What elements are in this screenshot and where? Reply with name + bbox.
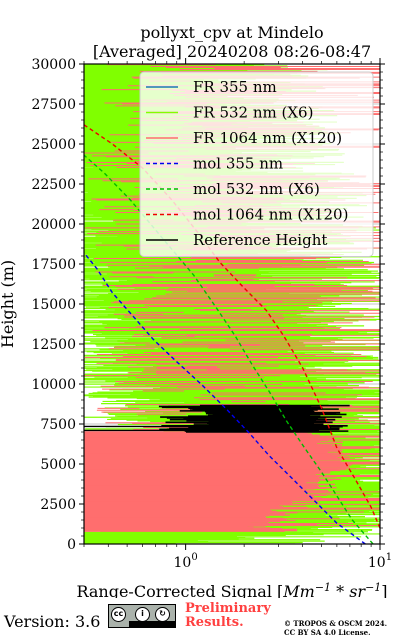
preliminary-text: Preliminary xyxy=(185,601,271,616)
y-axis-label: Height (m) xyxy=(0,260,17,348)
copyright: © TROPOS & OSCM 2024. CC BY SA 4.0 Licen… xyxy=(284,619,387,637)
y-tick-label: 2500 xyxy=(40,497,76,513)
legend-label: FR 1064 nm (X120) xyxy=(193,129,342,147)
y-tick-label: 20000 xyxy=(31,217,76,233)
cc-license-badge: cc i ↻ xyxy=(108,604,176,628)
y-tick-label: 10000 xyxy=(31,377,76,393)
legend-label: Reference Height xyxy=(193,231,327,249)
y-tick-label: 25000 xyxy=(31,137,76,153)
legend-label: FR 355 nm xyxy=(193,78,277,96)
results-text: Results. xyxy=(185,615,244,630)
x-tick-exponent: 0 xyxy=(191,552,197,563)
x-tick-exponent: 1 xyxy=(386,552,392,563)
y-tick-label: 27500 xyxy=(31,97,76,113)
x-axis-label: Range-Corrected Signal [Mm−1 * sr−1] xyxy=(76,581,387,598)
series-line xyxy=(84,252,366,544)
chart-subtitle: [Averaged] 20240208 08:26-08:47 xyxy=(93,42,371,61)
legend-label: mol 1064 nm (X120) xyxy=(193,206,348,224)
x-tick-label: 100 xyxy=(174,552,198,571)
y-tick-label: 15000 xyxy=(31,297,76,313)
copyright-line2: CC BY SA 4.0 License. xyxy=(284,628,371,637)
x-tick-base: 10 xyxy=(368,555,386,571)
x-tick-label: 101 xyxy=(368,552,392,571)
legend-label: mol 532 nm (X6) xyxy=(193,180,320,198)
footer: Version: 3.6 cc i ↻ Preliminary Results.… xyxy=(0,598,400,640)
sa-icon: ↻ xyxy=(155,607,170,622)
legend-label: FR 532 nm (X6) xyxy=(193,104,313,122)
version-label: Version: 3.6 xyxy=(4,612,101,631)
preliminary-notice: Preliminary Results. xyxy=(185,602,271,630)
legend-label: mol 355 nm xyxy=(193,155,283,173)
cc-strip xyxy=(129,621,175,627)
y-tick-label: 5000 xyxy=(40,457,76,473)
copyright-line1: © TROPOS & OSCM 2024. xyxy=(284,619,388,628)
y-tick-label: 22500 xyxy=(31,177,76,193)
y-tick-label: 17500 xyxy=(31,257,76,273)
y-tick-label: 30000 xyxy=(31,57,76,73)
y-tick-label: 12500 xyxy=(31,337,76,353)
by-icon: i xyxy=(135,607,150,622)
chart: pollyxt_cpv at Mindelo [Averaged] 202402… xyxy=(0,23,392,598)
plot-area: 0 2500 5000 7500 10000 12500 15000 17500 20000 22… xyxy=(31,57,392,571)
y-tick-label: 0 xyxy=(67,537,76,553)
cc-icon: cc xyxy=(111,607,126,622)
legend-box xyxy=(139,71,374,257)
chart-title: pollyxt_cpv at Mindelo xyxy=(140,23,323,42)
x-tick-base: 10 xyxy=(174,555,192,571)
y-tick-label: 7500 xyxy=(40,417,76,433)
